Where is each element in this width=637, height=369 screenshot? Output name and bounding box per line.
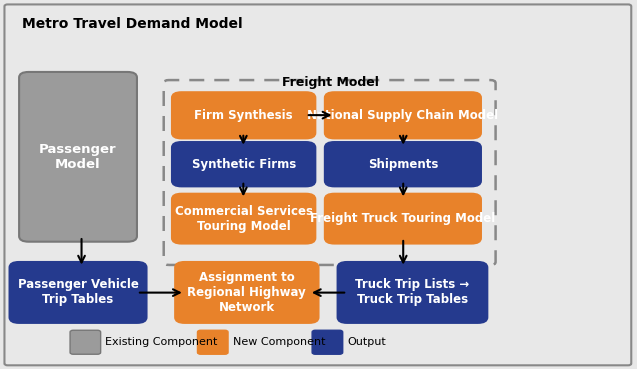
Text: Truck Trip Lists →
Truck Trip Tables: Truck Trip Lists → Truck Trip Tables [355, 279, 469, 306]
Text: New Component: New Component [233, 337, 325, 347]
FancyBboxPatch shape [172, 142, 315, 186]
Text: Existing Component: Existing Component [105, 337, 217, 347]
Text: Passenger
Model: Passenger Model [39, 143, 117, 171]
Text: Freight Truck Touring Model: Freight Truck Touring Model [310, 212, 496, 225]
FancyBboxPatch shape [197, 330, 228, 354]
FancyBboxPatch shape [325, 142, 481, 186]
Text: Passenger Vehicle
Trip Tables: Passenger Vehicle Trip Tables [18, 279, 138, 306]
FancyBboxPatch shape [70, 330, 101, 354]
FancyBboxPatch shape [172, 194, 315, 244]
FancyBboxPatch shape [172, 92, 315, 138]
FancyBboxPatch shape [325, 92, 481, 138]
Text: Firm Synthesis: Firm Synthesis [194, 109, 293, 122]
FancyBboxPatch shape [312, 330, 343, 354]
Text: Commercial Services
Touring Model: Commercial Services Touring Model [175, 205, 313, 232]
Text: Synthetic Firms: Synthetic Firms [192, 158, 296, 171]
Text: National Supply Chain Model: National Supply Chain Model [307, 109, 499, 122]
FancyBboxPatch shape [325, 194, 481, 244]
FancyBboxPatch shape [19, 72, 137, 242]
Text: Shipments: Shipments [368, 158, 438, 171]
FancyBboxPatch shape [4, 4, 631, 365]
Text: Output: Output [347, 337, 386, 347]
Text: Metro Travel Demand Model: Metro Travel Demand Model [22, 17, 243, 31]
FancyBboxPatch shape [175, 262, 318, 323]
FancyBboxPatch shape [338, 262, 487, 323]
FancyBboxPatch shape [10, 262, 147, 323]
Text: Assignment to
Regional Highway
Network: Assignment to Regional Highway Network [187, 271, 306, 314]
Text: Freight Model: Freight Model [282, 76, 378, 89]
